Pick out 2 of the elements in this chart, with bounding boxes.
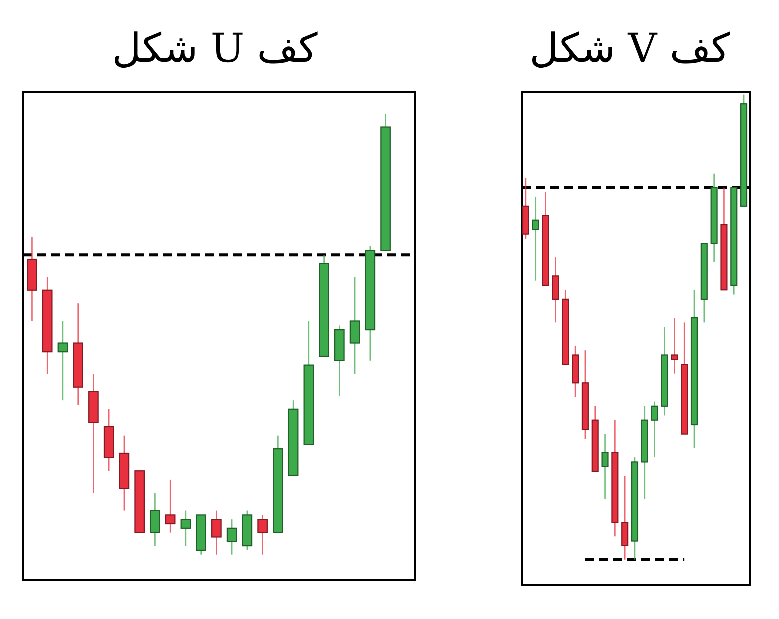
- chart-title: کف V شکل: [530, 26, 732, 72]
- chart-title: کف U شکل: [112, 26, 319, 72]
